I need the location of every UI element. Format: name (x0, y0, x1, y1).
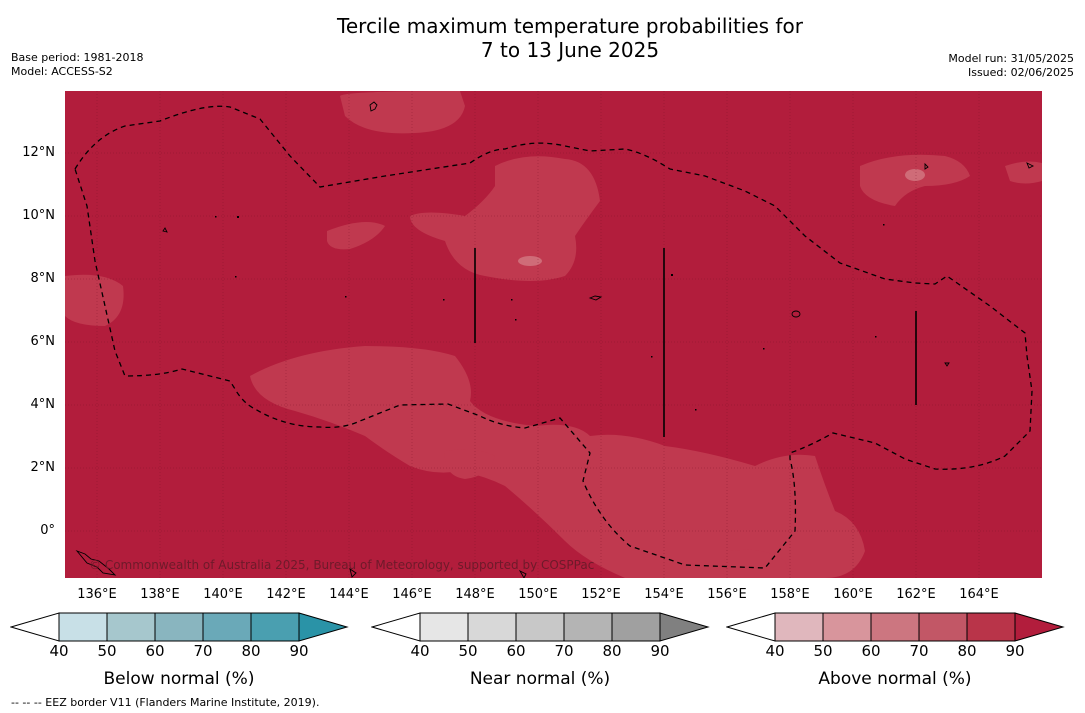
boundary-segments (474, 248, 917, 437)
graticule (65, 91, 1042, 578)
cb-near-1 (419, 612, 469, 642)
eez-borders (74, 105, 1033, 569)
lon-label-160e: 160°E (833, 587, 873, 602)
cb-below-tick-70: 70 (193, 642, 213, 660)
lat-label-0: 0° (40, 523, 55, 538)
base-period: Base period: 1981-2018 (11, 51, 144, 64)
cb-near-tick-40: 40 (410, 642, 430, 660)
cb-below-tick-80: 80 (241, 642, 261, 660)
cb-above-6 (1014, 612, 1065, 642)
map-title: Tercile maximum temperature probabilitie… (0, 14, 1085, 62)
cb-above-tick-40: 40 (765, 642, 785, 660)
cb-near-2 (467, 612, 517, 642)
cb-near-0 (371, 612, 421, 642)
cb-near-5 (611, 612, 661, 642)
cb-below-4 (202, 612, 252, 642)
cb-below-tick-60: 60 (145, 642, 165, 660)
cb-below-title: Below normal (%) (103, 669, 255, 689)
cb-below-0 (10, 612, 60, 642)
cb-above-tick-60: 60 (861, 642, 881, 660)
lon-label-144e: 144°E (329, 587, 369, 602)
lat-label-6n: 6°N (30, 334, 56, 349)
cb-above-5 (966, 612, 1016, 642)
lat-label-2n: 2°N (30, 460, 56, 475)
lon-label-138e: 138°E (140, 587, 180, 602)
cb-near-tick-80: 80 (602, 642, 622, 660)
lon-label-140e: 140°E (203, 587, 243, 602)
title-line-2: 7 to 13 June 2025 (480, 38, 660, 62)
title-line-1: Tercile maximum temperature probabilitie… (337, 14, 803, 38)
cb-below-6 (298, 612, 349, 642)
model-name: Model: ACCESS-S2 (11, 65, 113, 78)
lat-label-4n: 4°N (30, 397, 56, 412)
cb-below-1 (58, 612, 108, 642)
lat-label-8n: 8°N (30, 271, 56, 286)
cb-above-1 (774, 612, 824, 642)
lon-label-150e: 150°E (518, 587, 558, 602)
cb-below-5 (250, 612, 300, 642)
cb-below-tick-50: 50 (97, 642, 117, 660)
cb-near-title: Near normal (%) (469, 669, 611, 689)
lon-label-162e: 162°E (896, 587, 936, 602)
cb-near-3 (515, 612, 565, 642)
cb-near-tick-60: 60 (506, 642, 526, 660)
cb-above-title: Above normal (%) (818, 669, 972, 689)
lon-label-136e: 136°E (77, 587, 117, 602)
cb-near-tick-50: 50 (458, 642, 478, 660)
cb-near-4 (563, 612, 613, 642)
cb-above-0 (726, 612, 776, 642)
cb-near-tick-70: 70 (554, 642, 574, 660)
lon-label-152e: 152°E (581, 587, 621, 602)
map-panel: © Commonwealth of Australia 2025, Bureau… (65, 91, 1042, 578)
cb-above-tick-90: 90 (1005, 642, 1025, 660)
lon-label-158e: 158°E (770, 587, 810, 602)
lon-label-164e: 164°E (959, 587, 999, 602)
cb-near-6 (659, 612, 710, 642)
lighter-probability-patches (65, 91, 1042, 578)
cb-below-2 (106, 612, 156, 642)
darker-spots (518, 169, 925, 266)
cb-above-3 (870, 612, 920, 642)
map-canvas (65, 91, 1042, 578)
lon-label-142e: 142°E (266, 587, 306, 602)
cb-above-tick-80: 80 (957, 642, 977, 660)
atolls (215, 216, 885, 411)
cb-above-2 (822, 612, 872, 642)
colorbar-below-normal (10, 612, 349, 642)
issued-date: Issued: 02/06/2025 (967, 66, 1074, 79)
lon-label-148e: 148°E (455, 587, 495, 602)
colorbar-near-normal (371, 612, 710, 642)
lon-label-146e: 146°E (392, 587, 432, 602)
cb-below-tick-90: 90 (289, 642, 309, 660)
run-info: Model run: 31/05/2025 Issued: 02/06/2025 (948, 52, 1074, 80)
copyright-notice: © Commonwealth of Australia 2025, Bureau… (89, 558, 595, 572)
model-run: Model run: 31/05/2025 (948, 52, 1074, 65)
lon-label-156e: 156°E (707, 587, 747, 602)
colorbar-above-normal (726, 612, 1065, 642)
islands (75, 101, 1035, 578)
lat-label-10n: 10°N (22, 208, 55, 223)
cb-above-tick-50: 50 (813, 642, 833, 660)
lon-label-154e: 154°E (644, 587, 684, 602)
cb-above-tick-70: 70 (909, 642, 929, 660)
lat-label-12n: 12°N (22, 145, 55, 160)
cb-below-tick-40: 40 (49, 642, 69, 660)
cb-near-tick-90: 90 (650, 642, 670, 660)
cb-above-4 (918, 612, 968, 642)
eez-footnote: -- -- -- EEZ border V11 (Flanders Marine… (11, 696, 320, 709)
cb-below-3 (154, 612, 204, 642)
base-info: Base period: 1981-2018 Model: ACCESS-S2 (11, 51, 143, 79)
